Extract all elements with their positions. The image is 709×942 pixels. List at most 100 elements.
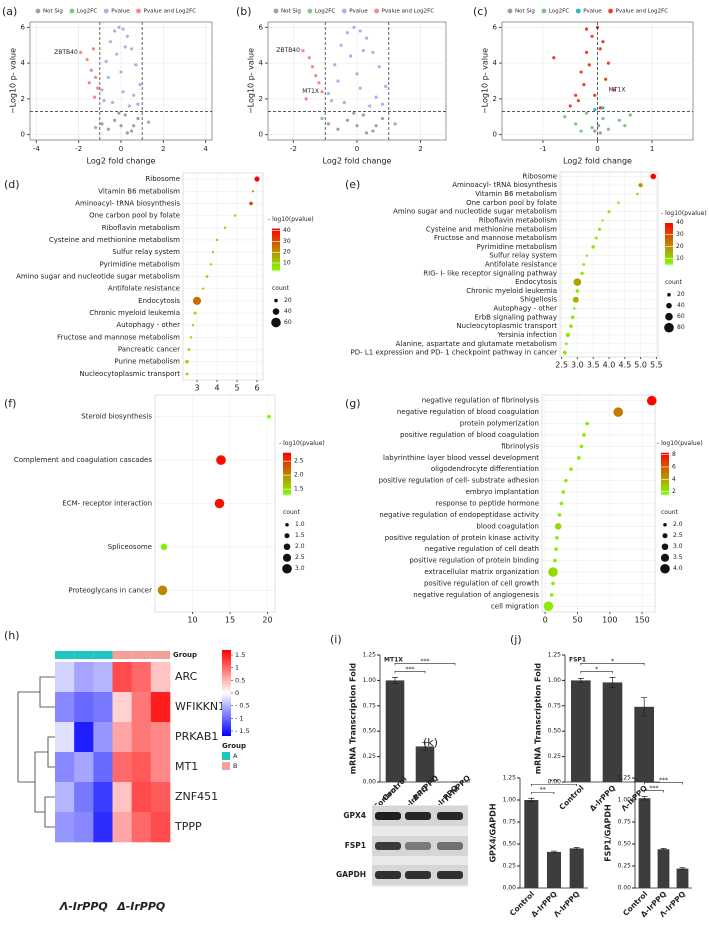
chart-title: FSP1 — [569, 657, 586, 664]
heat-cell — [55, 782, 75, 813]
y-tick-label: 0.50 — [548, 728, 562, 735]
row-label: PRKAB1 — [175, 730, 218, 743]
dot — [267, 414, 271, 419]
significance-bracket — [580, 671, 613, 674]
heat-cell — [74, 812, 94, 843]
category-label: RIG- I- like receptor signaling pathway — [423, 269, 557, 277]
colorbar-label: 30 — [676, 231, 684, 238]
category-label: Alanine, aspartate and glutamate metabol… — [396, 340, 558, 348]
heat-cell — [131, 692, 152, 723]
bar — [569, 848, 584, 888]
category-label: One carbon pool by folate — [89, 212, 180, 220]
heat-cell — [131, 812, 152, 843]
heat-cell — [55, 662, 75, 693]
dot — [205, 275, 209, 278]
category-label: Nucleocytoplasmic transport — [456, 322, 557, 330]
category-label: Shigellosis — [520, 296, 557, 304]
dot — [582, 433, 586, 437]
legend-label: Log2FC — [315, 9, 335, 15]
group-legend-label: A — [233, 752, 238, 760]
dot — [554, 547, 559, 551]
point — [368, 104, 372, 108]
row-label: ZNF451 — [175, 790, 218, 803]
group-bar — [112, 651, 132, 659]
x-axis-label: Log2 fold change — [87, 157, 156, 166]
dot — [233, 214, 237, 217]
category-label: Vitamin B6 metabolism — [98, 187, 180, 195]
blot-band — [405, 871, 431, 879]
heat-cell — [93, 782, 113, 813]
dot — [251, 190, 255, 193]
dot — [216, 455, 226, 465]
x-tick-label: 150 — [634, 616, 649, 625]
colorbar-label: 1.5 — [235, 651, 245, 659]
panel-label: (a) — [2, 5, 17, 18]
point — [100, 122, 104, 126]
category-label: Vitamin B6 metabolism — [475, 190, 557, 198]
panel-label: (h) — [4, 629, 20, 642]
legend-marker — [69, 8, 75, 14]
y-axis-label: GPX4/GAPDH — [489, 803, 498, 862]
point — [125, 34, 129, 38]
heat-cell — [112, 662, 132, 693]
category-label: negative regulation of fibrinolysis — [422, 397, 540, 405]
size-legend-marker — [662, 533, 668, 539]
y-tick-label: 0 — [259, 131, 263, 139]
point — [628, 113, 632, 117]
heat-cell — [131, 662, 152, 693]
point — [127, 104, 132, 108]
point — [358, 86, 362, 90]
size-legend-label: 3.0 — [673, 543, 683, 550]
point — [617, 118, 621, 122]
point — [106, 127, 110, 131]
point — [574, 93, 578, 97]
point — [364, 131, 369, 135]
dot — [223, 226, 227, 229]
dot — [551, 581, 555, 586]
heat-cell — [112, 722, 132, 753]
point — [125, 131, 129, 135]
colorbar-label: 20 — [283, 249, 291, 256]
point — [587, 63, 591, 67]
bar — [638, 798, 651, 888]
heat-cell — [55, 812, 75, 843]
category-label: Ribosome — [522, 172, 557, 180]
dot — [572, 296, 579, 303]
dot — [214, 498, 225, 509]
point — [606, 61, 611, 65]
heat-cell — [93, 752, 113, 783]
point — [384, 84, 388, 88]
legend-label: Pvalue — [111, 9, 130, 15]
legend-marker — [341, 8, 347, 14]
dot — [585, 421, 589, 426]
size-legend-marker — [663, 522, 667, 527]
category-label: positive regulation of protein binding — [409, 557, 539, 565]
colorbar-label: 10 — [283, 260, 291, 267]
dot — [193, 311, 197, 315]
category-label: response to peptide hormone — [436, 500, 539, 508]
point — [123, 113, 127, 117]
point — [582, 82, 586, 87]
size-legend-label: 1.0 — [295, 521, 305, 528]
dot — [201, 287, 205, 290]
heat-cell — [93, 692, 113, 723]
dot — [617, 201, 620, 205]
category-label: Pancreatic cancer — [118, 346, 180, 354]
category-label: Cysteine and methionine metabolism — [49, 236, 180, 244]
x-tick-label: -4 — [33, 145, 41, 153]
dot — [601, 219, 604, 222]
size-legend-marker — [282, 553, 292, 562]
x-tick-label: 100 — [602, 616, 617, 625]
point — [326, 91, 330, 96]
point — [352, 25, 356, 29]
category-label: Ribosome — [145, 175, 180, 183]
legend-label: Not Sig — [515, 9, 535, 15]
significance-bracket — [394, 671, 426, 674]
size-legend-marker — [661, 543, 669, 551]
dot — [582, 263, 586, 266]
size-legend-marker — [283, 543, 291, 551]
blot-band — [437, 871, 463, 879]
category-label: Amino sugar and nucleotide sugar metabol… — [16, 273, 180, 281]
point — [104, 59, 108, 63]
heat-cell — [55, 752, 75, 783]
